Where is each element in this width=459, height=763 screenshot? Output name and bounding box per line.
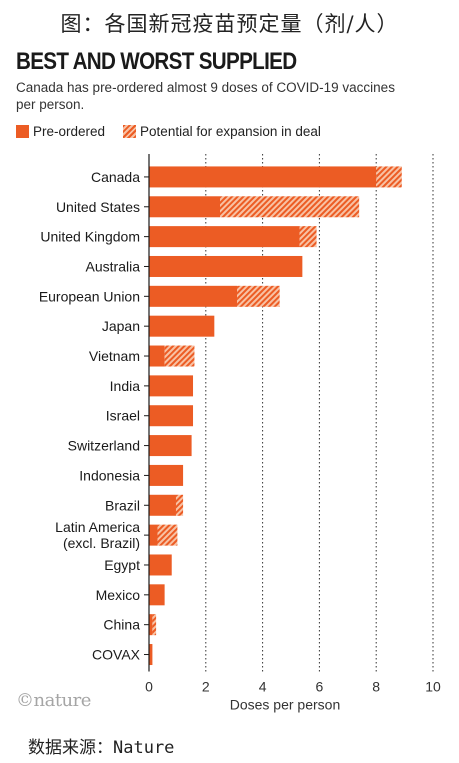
bar-preordered-6	[149, 345, 165, 367]
category-label-11: Brazil	[105, 497, 140, 513]
x-tick-label-10: 10	[425, 678, 441, 694]
legend-label-expansion: Potential for expansion in deal	[140, 124, 321, 139]
bar-expansion-0	[376, 166, 402, 188]
category-label-2: United Kingdom	[40, 229, 140, 245]
legend: Pre-ordered Potential for expansion in d…	[16, 124, 339, 139]
category-label-1: United States	[56, 199, 140, 215]
x-tick-label-4: 4	[259, 678, 267, 694]
bar-preordered-15	[149, 614, 153, 636]
bar-preordered-3	[149, 255, 303, 277]
bar-preordered-7	[149, 375, 194, 397]
bar-preordered-13	[149, 554, 172, 576]
legend-item-expansion: Potential for expansion in deal	[123, 124, 321, 139]
x-tick-label-8: 8	[372, 678, 380, 694]
category-label-4: European Union	[39, 288, 140, 304]
bar-expansion-2	[299, 226, 317, 248]
category-label-3: Australia	[86, 258, 141, 274]
x-axis-title: Doses per person	[230, 696, 341, 712]
legend-item-preordered: Pre-ordered	[16, 124, 105, 139]
legend-swatch-hatched	[123, 125, 137, 138]
category-label-14: Mexico	[96, 587, 141, 603]
legend-label-preordered: Pre-ordered	[33, 124, 106, 139]
bar-preordered-4	[149, 285, 238, 307]
bar-preordered-12	[149, 524, 158, 546]
bar-expansion-11	[175, 494, 184, 516]
x-tick-label-0: 0	[145, 678, 153, 694]
category-label-9: Switzerland	[68, 438, 140, 454]
bar-preordered-5	[149, 315, 215, 337]
category-label-0: Canada	[91, 169, 140, 185]
page-caption: 图：各国新冠疫苗预定量（剂/人）	[60, 12, 399, 36]
bar-preordered-11	[149, 494, 176, 516]
x-tick-label-6: 6	[316, 678, 324, 694]
bar-expansion-12	[157, 524, 178, 546]
bar-chart: Canada United States United Kingdom Austral…	[39, 154, 441, 712]
category-label-8: Israel	[106, 408, 140, 424]
nature-logo: ©nature	[16, 690, 91, 711]
category-label-12: Latin America (excl. Brazil)	[55, 519, 140, 551]
category-label-10: Indonesia	[79, 467, 140, 483]
bar-preordered-9	[149, 435, 192, 457]
category-label-7: India	[110, 378, 141, 394]
bar-preordered-16	[149, 644, 153, 666]
bar-preordered-0	[149, 166, 377, 188]
bar-expansion-15	[152, 614, 157, 636]
category-label-15: China	[103, 617, 140, 633]
bar-expansion-4	[237, 285, 280, 307]
category-label-6: Vietnam	[89, 348, 140, 364]
chart-title: BEST AND WORST SUPPLIED	[16, 48, 297, 75]
bar-preordered-10	[149, 464, 184, 486]
chart-subtitle: Canada has pre-ordered almost 9 doses of…	[16, 80, 395, 112]
bar-preordered-8	[149, 405, 194, 427]
x-tick-label-2: 2	[202, 678, 210, 694]
legend-swatch-solid	[16, 125, 29, 138]
bar-expansion-1	[220, 196, 360, 218]
bar-preordered-1	[149, 196, 220, 218]
category-label-13: Egypt	[104, 557, 140, 573]
bar-preordered-14	[149, 584, 165, 606]
bar-preordered-2	[149, 226, 300, 248]
source-note: 数据来源：Nature	[28, 738, 175, 758]
category-label-5: Japan	[102, 318, 140, 334]
category-label-16: COVAX	[92, 647, 141, 663]
bar-expansion-6	[164, 345, 195, 367]
